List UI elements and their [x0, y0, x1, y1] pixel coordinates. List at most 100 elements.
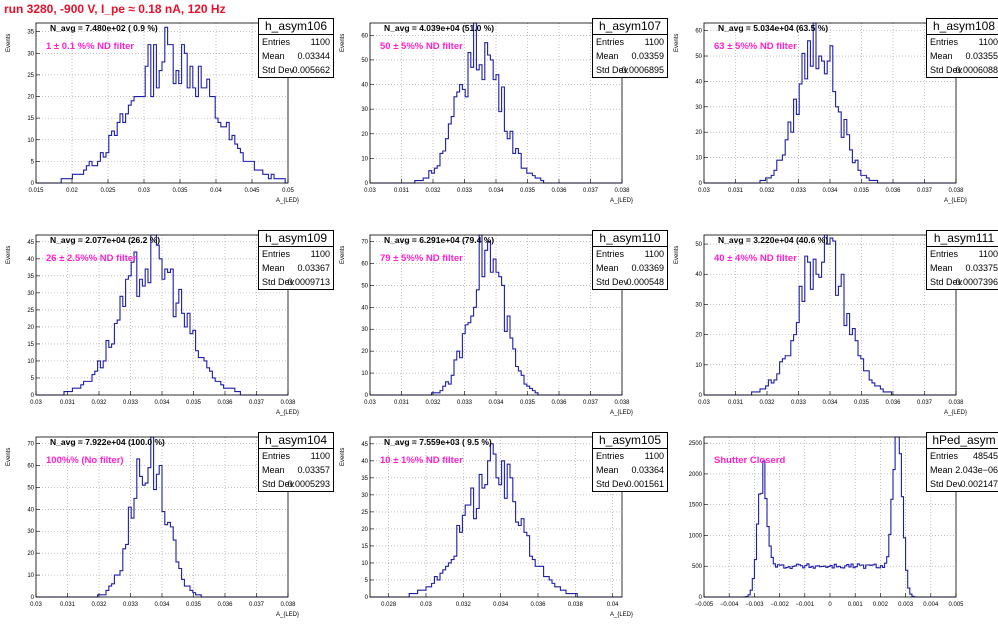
y-tick-label: 0: [365, 181, 369, 187]
x-tick-label: 0.031: [394, 188, 410, 194]
hist-name: h_asym111: [927, 231, 998, 247]
stats-box: h_asym104 Entries 1100 Mean 0.03357 Std De…: [258, 432, 334, 492]
hist-name: h_asym109: [259, 231, 333, 247]
entries-value: 1100: [644, 249, 664, 259]
x-tick-label: 0.031: [728, 400, 744, 406]
histogram-line: [36, 26, 288, 184]
x-tick-label: 0.036: [885, 400, 901, 406]
x-tick-label: 0.038: [280, 400, 296, 406]
x-tick-label: 0.03: [30, 400, 42, 406]
entries-label: Entries: [262, 249, 291, 259]
x-tick-label: 0.02: [66, 188, 78, 194]
y-axis-title: Events: [674, 33, 680, 52]
x-tick-label: −0.004: [720, 602, 739, 608]
x-tick-label: 0.037: [583, 400, 599, 406]
x-tick-label: 0: [828, 602, 832, 608]
mean-value: 0.03357: [297, 465, 330, 475]
y-tick-label: 35: [27, 30, 34, 36]
y-tick-label: 70: [27, 442, 34, 448]
x-tick-label: 0.034: [822, 400, 838, 406]
histogram-plot: 0.03 0.031 0.032 0.033 0.034 0.035 0.036 0.037 0…: [361, 234, 630, 406]
y-tick-label: 35: [361, 476, 368, 482]
y-tick-label: 50: [695, 54, 702, 60]
std-label: Std Dev: [596, 65, 629, 75]
y-tick-label: 0: [31, 393, 35, 399]
y-tick-label: 25: [27, 73, 34, 79]
mean-label: Mean: [596, 263, 619, 273]
x-tick-label: 0.031: [60, 400, 76, 406]
entries-value: 1100: [978, 37, 998, 47]
x-tick-label: 0.032: [456, 602, 472, 608]
y-tick-label: 30: [361, 107, 368, 113]
histogram-plot: 0.028 0.03 0.032 0.034 0.036 0.038 0.04 0 5 10 15 2…: [361, 436, 623, 608]
x-tick-label: 0.028: [381, 602, 397, 608]
y-tick-label: 20: [695, 130, 702, 136]
x-tick-label: 0.04: [607, 602, 619, 608]
std-value: 0.005662: [292, 65, 330, 75]
x-tick-label: 0.04: [210, 188, 222, 194]
mean-label: Mean: [262, 51, 285, 61]
y-tick-label: 40: [361, 459, 368, 465]
x-tick-label: 0.03: [698, 188, 710, 194]
x-tick-label: 0.034: [154, 602, 170, 608]
mean-label: Mean: [596, 465, 619, 475]
entries-label: Entries: [930, 37, 959, 47]
y-tick-label: 30: [27, 291, 34, 297]
y-tick-label: 1500: [689, 503, 703, 509]
y-tick-label: 30: [361, 327, 368, 333]
y-tick-label: 0: [365, 595, 369, 601]
y-tick-label: 20: [27, 95, 34, 101]
x-tick-label: 0.004: [923, 602, 939, 608]
y-tick-label: 0: [699, 181, 703, 187]
histogram-pad-h_asym108: 0.03 0.031 0.032 0.033 0.034 0.035 0.036 0.037 0…: [674, 18, 998, 208]
y-tick-label: 45: [27, 240, 34, 246]
x-tick-label: 0.033: [791, 400, 807, 406]
navg-label: N_avg = 7.480e+02 ( 0.9 %): [50, 23, 158, 33]
entries-value: 48545: [972, 451, 998, 461]
y-tick-label: 20: [361, 527, 368, 533]
x-tick-label: 0.001: [848, 602, 864, 608]
filter-label: 63 ± 5%% ND filter: [714, 41, 797, 52]
entries-value: 1100: [310, 37, 330, 47]
x-tick-label: 0.035: [854, 188, 870, 194]
x-tick-label: 0.036: [885, 188, 901, 194]
x-tick-label: 0.03: [138, 188, 150, 194]
navg-label: N_avg = 4.039e+04 (51.0 %): [384, 23, 495, 33]
x-tick-label: 0.035: [520, 400, 536, 406]
navg-label: N_avg = 2.077e+04 (26.2 %): [50, 235, 161, 245]
x-tick-label: 0.037: [249, 602, 265, 608]
y-tick-label: 5: [31, 376, 35, 382]
histogram-line: [370, 443, 622, 598]
x-tick-label: 0.032: [759, 400, 775, 406]
y-tick-label: 20: [27, 325, 34, 331]
y-tick-label: 40: [361, 305, 368, 311]
stats-box: h_asym111 Entries 1100 Mean 0.03375 Std De…: [926, 230, 998, 290]
x-axis-title: A_{LED}: [276, 612, 300, 618]
y-tick-label: 10: [27, 573, 34, 579]
std-label: Std Dev: [262, 65, 295, 75]
x-tick-label: 0.033: [123, 400, 139, 406]
y-axis-title: Events: [340, 245, 346, 264]
x-tick-label: 0.037: [917, 400, 933, 406]
x-tick-label: 0.031: [60, 602, 76, 608]
page-title: run 3280, -900 V, I_pe ≈ 0.18 nA, 120 Hz: [4, 2, 226, 16]
x-axis-title: A_{LED}: [944, 410, 968, 416]
mean-value: 0.03367: [297, 263, 330, 273]
x-tick-label: 0.015: [28, 188, 44, 194]
y-tick-label: 0: [31, 181, 35, 187]
y-tick-label: 5: [31, 159, 35, 165]
histogram-pad-h_asym105: 0.028 0.03 0.032 0.034 0.036 0.038 0.04 0 5 10 15 2…: [340, 432, 670, 622]
x-tick-label: 0.034: [488, 188, 504, 194]
x-tick-label: 0.037: [583, 188, 599, 194]
entries-label: Entries: [930, 249, 959, 259]
histogram-line: [704, 436, 956, 598]
y-tick-label: 30: [695, 105, 702, 111]
y-tick-label: 20: [695, 333, 702, 339]
std-value: 0.0009713: [287, 277, 330, 287]
y-tick-label: 70: [361, 240, 368, 246]
y-axis-title: Events: [6, 447, 12, 466]
x-axis-title: A_{LED}: [610, 198, 634, 204]
hist-name: h_asym108: [927, 19, 998, 35]
entries-label: Entries: [596, 249, 625, 259]
x-tick-label: 0.03: [698, 400, 710, 406]
